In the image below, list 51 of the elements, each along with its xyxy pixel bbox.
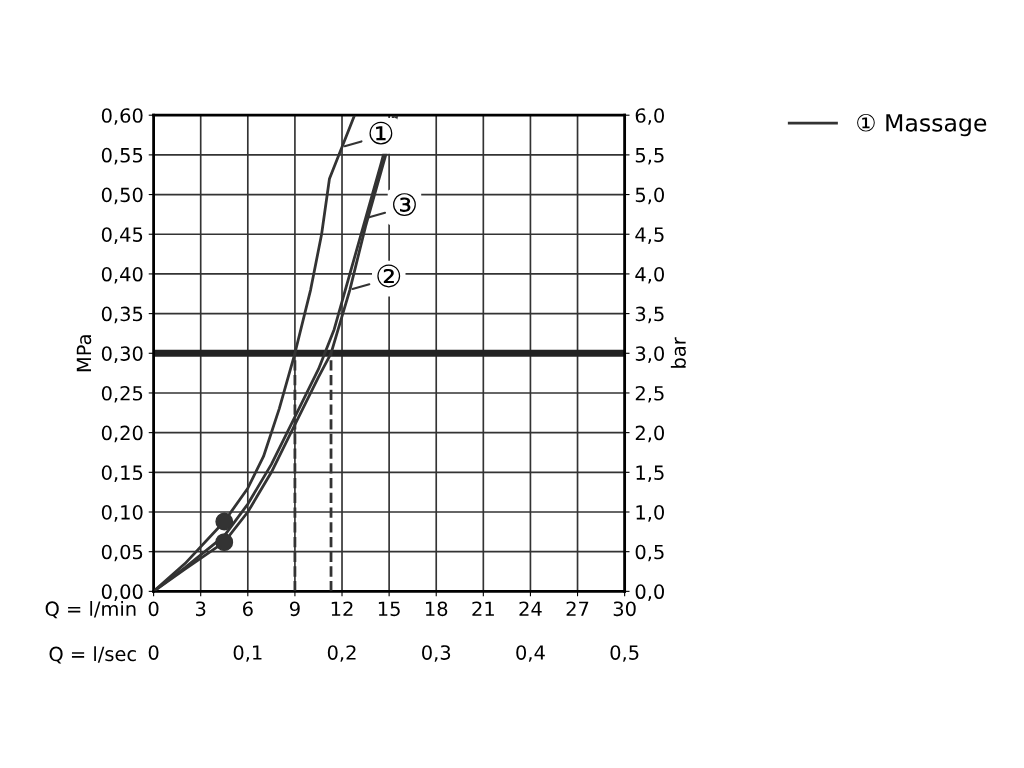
y-tick-label: 0,30: [101, 346, 143, 363]
x-tick-label: 21: [472, 601, 494, 616]
y2-tick-label: 5,5: [635, 148, 664, 165]
y2-tick-label: 3,5: [635, 306, 664, 324]
y2-axis-title: bar: [670, 337, 686, 368]
y-tick-label: 0,60: [101, 108, 143, 125]
y2-tick-label: 4,0: [635, 266, 664, 284]
x-tick-label: 0: [148, 601, 159, 617]
y2-tick-label: 0,0: [635, 584, 664, 602]
y2-tick-label: 5,0: [635, 187, 664, 205]
y2-tick-label: 0,5: [635, 544, 664, 562]
y-tick-label: 0,00: [101, 584, 143, 602]
x2-tick-label: 0,4: [516, 645, 545, 662]
y-tick-label: 0,05: [101, 544, 143, 562]
annotation: ②: [377, 264, 401, 288]
x-tick-label: 27: [566, 601, 589, 616]
annotation: ①: [369, 121, 393, 145]
x-tick-label: 15: [378, 601, 400, 617]
x-tick-label: 6: [242, 601, 253, 617]
y-tick-label: 0,50: [101, 187, 143, 205]
y2-tick-label: 2,5: [635, 385, 664, 403]
x2-axis-title: Q = l/sec: [49, 646, 136, 664]
x2-tick-label: 0,3: [422, 645, 451, 662]
y-axis-title: MPa: [76, 335, 92, 372]
y-tick-label: 0,15: [101, 465, 143, 482]
x2-tick-label: 0,5: [610, 645, 639, 662]
x-axis-title: Q = l/min: [45, 601, 136, 619]
x2-tick-label: 0,1: [233, 645, 262, 662]
x-tick-label: 12: [331, 601, 353, 616]
y2-tick-label: 2,0: [635, 425, 664, 443]
y2-tick-label: 6,0: [635, 108, 664, 125]
y-tick-label: 0,55: [101, 147, 143, 165]
x-tick-label: 30: [613, 601, 636, 617]
y2-tick-label: 4,5: [635, 227, 664, 244]
x2-tick-label: 0: [148, 645, 159, 660]
y2-tick-label: 3,0: [635, 346, 664, 363]
legend-label: ① Massage: [857, 113, 987, 137]
y-tick-label: 0,40: [101, 266, 143, 284]
x2-tick-label: 0,2: [327, 645, 356, 662]
y2-tick-label: 1,0: [636, 504, 664, 522]
y-tick-label: 0,20: [101, 425, 143, 443]
y-tick-label: 0,35: [101, 306, 143, 324]
y-tick-label: 0,25: [101, 385, 143, 403]
x-tick-label: 3: [196, 601, 206, 617]
x-tick-label: 18: [425, 601, 448, 617]
y-tick-label: 0,45: [101, 227, 143, 244]
y2-tick-label: 1,5: [636, 465, 664, 482]
x-tick-label: 24: [519, 601, 542, 616]
x-tick-label: 9: [289, 601, 300, 617]
y-tick-label: 0,10: [101, 504, 143, 522]
annotation: ③: [393, 193, 416, 216]
